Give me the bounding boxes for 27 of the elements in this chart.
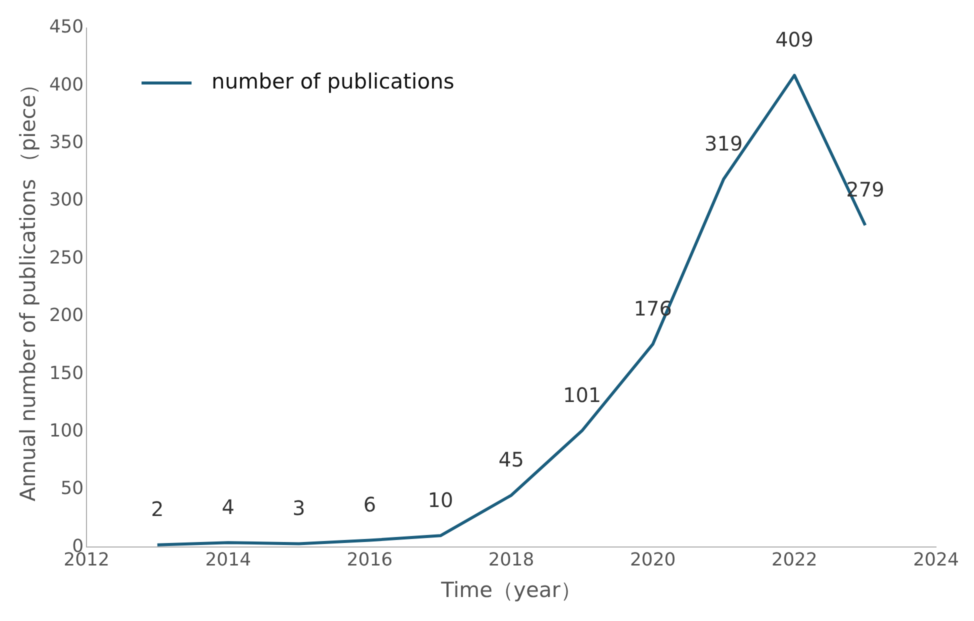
- y-tick-label: 150: [49, 362, 84, 384]
- y-tick-label: 400: [49, 74, 84, 96]
- y-tick-label: 450: [49, 16, 84, 38]
- data-label: 45: [498, 447, 524, 472]
- y-tick-label: 350: [49, 132, 84, 154]
- legend-label: number of publications: [212, 69, 454, 94]
- x-tick-label: 2022: [772, 550, 818, 571]
- data-label: 2: [150, 497, 164, 522]
- x-tick-label: 2020: [630, 550, 676, 571]
- y-tick-label: 200: [49, 305, 84, 326]
- y-tick-label: 250: [49, 247, 84, 268]
- y-tick-label: 300: [49, 190, 84, 211]
- data-label: 409: [775, 28, 814, 52]
- data-label: 4: [222, 494, 234, 519]
- x-tick-label: 2014: [205, 550, 252, 571]
- x-tick-label: 2018: [488, 550, 534, 571]
- x-tick-label: 2016: [346, 550, 393, 571]
- data-label: 101: [562, 382, 602, 407]
- data-label: 6: [363, 492, 376, 516]
- y-axis-title: Annual number of publications （piece）: [16, 74, 40, 502]
- data-label: 3: [292, 496, 306, 520]
- data-label: 10: [428, 488, 454, 512]
- x-axis-title: Time（year）: [440, 578, 582, 602]
- y-tick-label: 50: [60, 478, 84, 500]
- x-tick-label: 2024: [913, 550, 959, 571]
- y-tick-label: 100: [49, 420, 84, 442]
- data-label: 319: [704, 131, 743, 156]
